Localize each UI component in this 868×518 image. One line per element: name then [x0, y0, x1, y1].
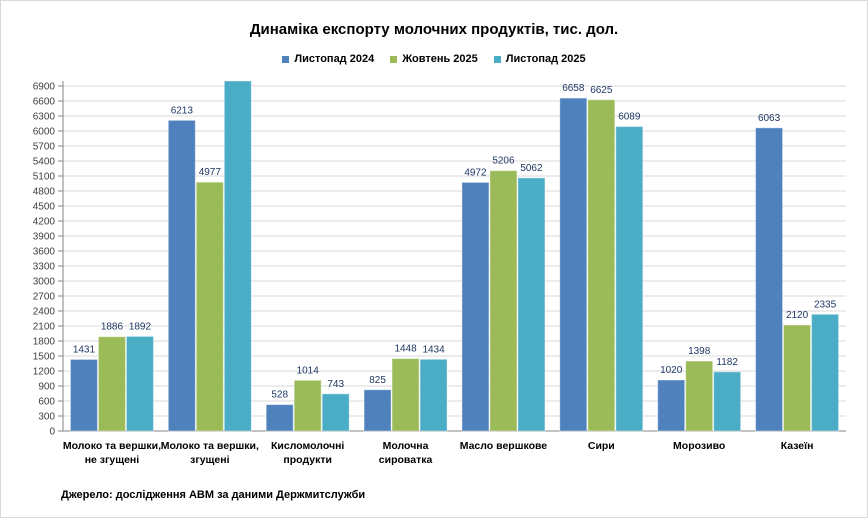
bar: [419, 358, 448, 432]
x-tick-label: не згущені: [85, 454, 140, 466]
y-tick-label: 900: [38, 382, 55, 393]
y-tick-label: 4500: [33, 202, 56, 213]
y-tick-label: 3900: [33, 232, 56, 243]
y-tick-label: 4200: [33, 217, 56, 228]
y-tick-label: 1800: [33, 337, 56, 348]
legend-swatch: [282, 55, 290, 63]
legend: Листопад 2024 Жовтень 2025 Листопад 2025: [1, 53, 867, 65]
data-label: 1434: [422, 344, 445, 355]
x-tick-label: Молоко та вершки,: [63, 440, 161, 452]
x-tick-label: Кисломолочні: [271, 440, 344, 452]
bar: [293, 379, 322, 432]
y-tick-label: 2400: [33, 307, 56, 318]
data-label: 825: [369, 375, 386, 386]
bar: [125, 335, 154, 432]
data-label: 1398: [688, 346, 711, 357]
x-tick-label: Масло вершкове: [460, 440, 548, 452]
data-label: 1431: [73, 344, 96, 355]
data-label: 1182: [716, 357, 738, 368]
bar: [783, 324, 812, 432]
y-tick-label: 5700: [33, 142, 56, 153]
bar: [363, 389, 392, 432]
bar: [615, 126, 644, 432]
y-tick-label: 6000: [33, 127, 56, 138]
bar: [517, 177, 546, 432]
legend-label: Листопад 2025: [505, 53, 586, 65]
legend-swatch: [390, 55, 398, 63]
x-tick-label: сироватка: [379, 454, 433, 466]
bar: [811, 313, 840, 432]
data-label: 6625: [590, 85, 613, 96]
bar: [461, 181, 490, 432]
data-label: 528: [271, 390, 288, 401]
bar: [755, 127, 784, 432]
y-tick-label: 300: [38, 412, 55, 423]
y-tick-label: 2100: [33, 322, 56, 333]
legend-item: Листопад 2024: [282, 53, 374, 65]
chart-title: Динаміка експорту молочних продуктів, ти…: [249, 21, 619, 38]
data-label: 1020: [660, 365, 683, 376]
y-tick-label: 6300: [33, 112, 56, 123]
bar: [391, 358, 420, 432]
bar: [69, 358, 98, 432]
legend-label: Листопад 2024: [294, 53, 375, 65]
bar: [489, 170, 518, 432]
data-label: 6658: [562, 83, 585, 94]
x-tick-label: Молочна: [383, 440, 429, 452]
bar: [685, 360, 714, 432]
y-tick-label: 4800: [33, 187, 56, 198]
data-label: 6063: [758, 113, 781, 124]
x-tick-label: продукти: [283, 454, 332, 466]
data-label: 2335: [814, 299, 837, 310]
data-label: 4977: [199, 167, 222, 178]
x-tick-label: згущені: [190, 454, 229, 466]
y-tick-label: 3300: [33, 262, 56, 273]
legend-item: Листопад 2025: [493, 53, 586, 65]
y-tick-label: 5400: [33, 157, 56, 168]
y-tick-label: 600: [38, 397, 55, 408]
data-label: 6089: [618, 112, 641, 123]
data-label: 5206: [492, 156, 515, 167]
y-tick-label: 5100: [33, 172, 56, 183]
y-tick-label: 0: [49, 427, 55, 438]
bar: [223, 80, 252, 432]
data-label: 4972: [464, 167, 487, 178]
x-tick-label: Казеїн: [781, 440, 814, 452]
legend-swatch: [493, 55, 501, 63]
data-label: 1014: [297, 365, 320, 376]
legend-item: Жовтень 2025: [390, 53, 478, 65]
bar: [559, 97, 588, 432]
x-tick-label: Морозиво: [673, 440, 725, 452]
bar: [321, 393, 350, 432]
data-label: 5062: [520, 163, 543, 174]
y-tick-label: 1200: [33, 367, 56, 378]
y-tick-label: 1500: [33, 352, 56, 363]
bar: [265, 404, 294, 432]
bar: [167, 119, 196, 432]
y-tick-label: 6900: [33, 82, 56, 93]
x-tick-label: Сири: [588, 440, 615, 452]
legend-label: Жовтень 2025: [402, 53, 478, 65]
bar: [713, 371, 742, 432]
data-label: 2120: [786, 310, 809, 321]
data-label: 1892: [129, 321, 152, 332]
bar: [587, 99, 616, 432]
source-note: Джерело: дослідження АВМ за даними Держм…: [61, 489, 366, 501]
y-tick-label: 3000: [33, 277, 56, 288]
bar: [195, 181, 224, 432]
y-tick-label: 6600: [33, 97, 56, 108]
x-tick-label: Молоко та вершки,: [161, 440, 259, 452]
data-label: 1886: [101, 322, 124, 333]
data-label: 6213: [171, 105, 194, 116]
y-tick-label: 2700: [33, 292, 56, 303]
bar: [97, 336, 126, 432]
y-tick-label: 3600: [33, 247, 56, 258]
bar: [657, 379, 686, 432]
data-label: 1448: [394, 344, 417, 355]
data-label: 743: [327, 379, 344, 390]
